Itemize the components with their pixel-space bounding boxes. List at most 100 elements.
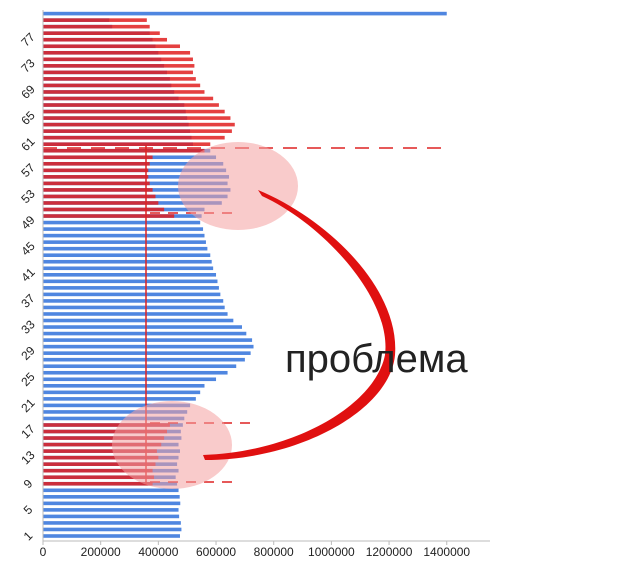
y-tick-label: 33 <box>18 317 38 337</box>
bar <box>43 135 225 140</box>
bar <box>43 83 201 88</box>
bar <box>43 220 201 225</box>
bar <box>43 449 157 453</box>
bar <box>43 44 180 49</box>
bar <box>43 364 237 369</box>
x-tick-label: 200000 <box>81 545 121 559</box>
bars <box>43 11 447 538</box>
bar <box>43 410 188 414</box>
bar <box>43 299 224 303</box>
bar <box>43 481 153 486</box>
y-tick-label: 13 <box>18 448 38 468</box>
annotation: проблема <box>285 337 468 381</box>
bar <box>43 103 219 107</box>
bar <box>43 11 447 16</box>
bar <box>43 384 205 388</box>
bar <box>43 214 175 218</box>
bar <box>43 122 235 127</box>
bar <box>43 286 219 290</box>
y-tick-label: 73 <box>18 56 38 76</box>
bar <box>43 514 180 519</box>
bar <box>43 495 180 499</box>
bar <box>43 351 251 355</box>
x-tick-label: 800000 <box>254 545 294 559</box>
y-tick-label: 77 <box>18 30 38 50</box>
y-tick-label: 61 <box>18 134 38 154</box>
bar <box>43 475 155 480</box>
bar <box>43 318 234 323</box>
bar <box>43 521 181 525</box>
x-tick-label: 0 <box>40 545 47 559</box>
x-tick-label: 1000000 <box>308 545 355 559</box>
bar <box>43 37 168 42</box>
y-tick-label: 69 <box>18 82 38 102</box>
y-tick-label: 37 <box>18 291 38 311</box>
bar <box>43 534 180 538</box>
bar <box>43 390 201 395</box>
bar <box>43 429 168 434</box>
bar <box>43 266 214 271</box>
bar <box>43 233 205 238</box>
bar <box>43 161 150 166</box>
y-tick-label: 65 <box>18 108 38 128</box>
bar <box>43 175 149 179</box>
bar <box>43 116 231 120</box>
bar <box>43 90 205 94</box>
bar <box>43 279 218 284</box>
bar <box>43 508 179 512</box>
bar <box>43 442 162 447</box>
bar <box>43 344 254 349</box>
bar <box>43 338 253 342</box>
bar <box>43 168 149 173</box>
bar <box>43 357 245 362</box>
bar <box>43 312 228 316</box>
bar <box>43 253 211 258</box>
bar <box>43 77 196 81</box>
bar <box>43 96 214 101</box>
y-tick-label: 9 <box>21 476 36 491</box>
bar <box>43 462 156 466</box>
y-tick-label: 53 <box>18 187 38 207</box>
y-tick-label: 45 <box>18 239 38 259</box>
bar <box>43 240 206 244</box>
bar <box>43 155 153 160</box>
bar <box>43 227 204 231</box>
bar <box>43 527 182 532</box>
y-tick-label: 41 <box>18 265 38 285</box>
bar <box>43 416 185 421</box>
bar <box>43 423 170 427</box>
bar <box>43 18 147 22</box>
bar <box>43 64 195 68</box>
y-tick-label: 25 <box>18 369 38 389</box>
x-tick-label: 600000 <box>196 545 236 559</box>
bar <box>43 455 159 460</box>
bar <box>43 188 153 192</box>
arrow <box>203 190 396 460</box>
y-tick-label: 5 <box>21 502 36 517</box>
bar <box>43 31 160 35</box>
bar <box>43 181 150 186</box>
bar <box>43 142 211 146</box>
bar <box>43 24 150 29</box>
bar <box>43 70 193 75</box>
y-tick-label: 1 <box>21 528 36 543</box>
bar <box>43 50 191 55</box>
bar <box>43 148 205 153</box>
bar <box>43 273 217 277</box>
bar <box>43 397 196 401</box>
bar <box>43 292 221 297</box>
x-tick-label: 400000 <box>138 545 178 559</box>
bar <box>43 488 179 493</box>
x-tick-label: 1200000 <box>366 545 413 559</box>
bar <box>43 370 228 375</box>
bar <box>43 201 159 205</box>
bar <box>43 109 225 114</box>
bar <box>43 436 165 440</box>
bar <box>43 305 225 310</box>
bar <box>43 207 165 212</box>
y-tick-label: 29 <box>18 343 38 363</box>
y-tick-label: 21 <box>18 396 38 416</box>
bar <box>43 57 193 62</box>
x-tick-label: 1400000 <box>423 545 470 559</box>
